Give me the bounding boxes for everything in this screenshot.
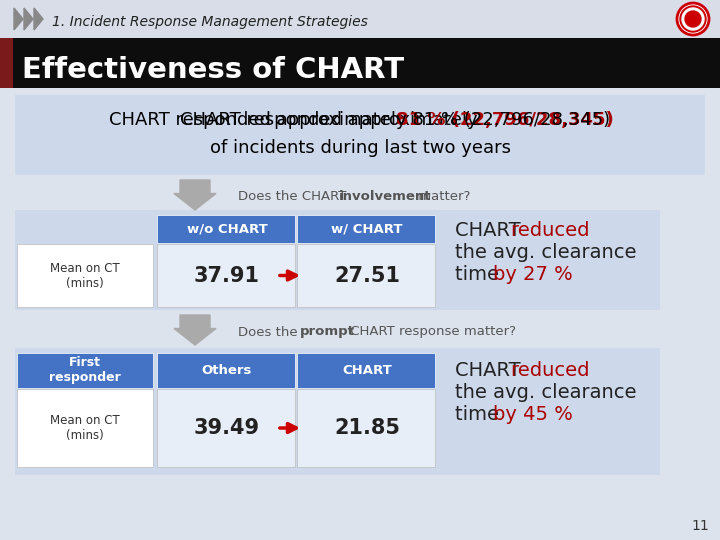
Text: reduced: reduced bbox=[510, 361, 590, 380]
Text: 81 % (22,796/28,345): 81 % (22,796/28,345) bbox=[396, 111, 613, 129]
Text: Others: Others bbox=[202, 364, 252, 377]
Text: 11: 11 bbox=[691, 519, 709, 533]
FancyBboxPatch shape bbox=[297, 215, 435, 243]
FancyBboxPatch shape bbox=[15, 95, 705, 175]
Text: w/ CHART: w/ CHART bbox=[331, 222, 402, 235]
Text: 1. Incident Response Management Strategies: 1. Incident Response Management Strategi… bbox=[52, 15, 368, 29]
Polygon shape bbox=[34, 8, 43, 30]
Text: time: time bbox=[455, 265, 505, 284]
Text: 21.85: 21.85 bbox=[334, 418, 400, 438]
Text: prompt: prompt bbox=[300, 326, 355, 339]
FancyBboxPatch shape bbox=[394, 109, 542, 131]
Text: by 45 %: by 45 % bbox=[493, 404, 573, 423]
Text: CHART: CHART bbox=[342, 364, 392, 377]
Text: the avg. clearance: the avg. clearance bbox=[455, 382, 636, 402]
FancyBboxPatch shape bbox=[17, 244, 153, 307]
Circle shape bbox=[685, 11, 701, 27]
Text: First
responder: First responder bbox=[49, 356, 121, 384]
Text: 27.51: 27.51 bbox=[334, 266, 400, 286]
Text: the avg. clearance: the avg. clearance bbox=[455, 242, 636, 261]
Text: Does the CHART: Does the CHART bbox=[238, 191, 351, 204]
FancyBboxPatch shape bbox=[297, 389, 435, 467]
FancyBboxPatch shape bbox=[297, 353, 435, 388]
Text: CHART responded approximately: CHART responded approximately bbox=[180, 111, 483, 129]
FancyBboxPatch shape bbox=[0, 38, 720, 88]
Text: Mean on CT
(mins): Mean on CT (mins) bbox=[50, 414, 120, 442]
Text: w/o CHART: w/o CHART bbox=[186, 222, 267, 235]
FancyBboxPatch shape bbox=[15, 210, 660, 310]
FancyBboxPatch shape bbox=[157, 215, 295, 243]
Text: by 27 %: by 27 % bbox=[493, 265, 572, 284]
FancyBboxPatch shape bbox=[17, 353, 153, 388]
Text: Mean on CT
(mins): Mean on CT (mins) bbox=[50, 261, 120, 289]
FancyBboxPatch shape bbox=[157, 244, 295, 307]
FancyBboxPatch shape bbox=[0, 0, 720, 38]
FancyBboxPatch shape bbox=[157, 389, 295, 467]
Text: matter?: matter? bbox=[414, 191, 470, 204]
Text: CHART response matter?: CHART response matter? bbox=[346, 326, 516, 339]
Polygon shape bbox=[24, 8, 33, 30]
FancyBboxPatch shape bbox=[15, 348, 660, 475]
Text: involvement: involvement bbox=[339, 191, 431, 204]
Polygon shape bbox=[174, 180, 216, 210]
Circle shape bbox=[677, 3, 709, 35]
Text: of incidents during last two years: of incidents during last two years bbox=[210, 139, 510, 157]
Text: CHART: CHART bbox=[455, 220, 527, 240]
Polygon shape bbox=[174, 315, 216, 345]
FancyBboxPatch shape bbox=[297, 244, 435, 307]
Text: Does the: Does the bbox=[238, 326, 302, 339]
Text: time: time bbox=[455, 404, 505, 423]
FancyBboxPatch shape bbox=[0, 38, 13, 88]
Text: reduced: reduced bbox=[510, 220, 590, 240]
FancyBboxPatch shape bbox=[17, 389, 153, 467]
Text: CHART: CHART bbox=[455, 361, 527, 380]
Text: 37.91: 37.91 bbox=[194, 266, 260, 286]
FancyBboxPatch shape bbox=[157, 353, 295, 388]
Circle shape bbox=[680, 6, 706, 32]
Circle shape bbox=[682, 8, 704, 30]
Text: CHART responded approximately 81 % (22,796/28,345): CHART responded approximately 81 % (22,7… bbox=[109, 111, 611, 129]
Text: Effectiveness of CHART: Effectiveness of CHART bbox=[22, 56, 404, 84]
Polygon shape bbox=[14, 8, 23, 30]
Text: 39.49: 39.49 bbox=[194, 418, 260, 438]
